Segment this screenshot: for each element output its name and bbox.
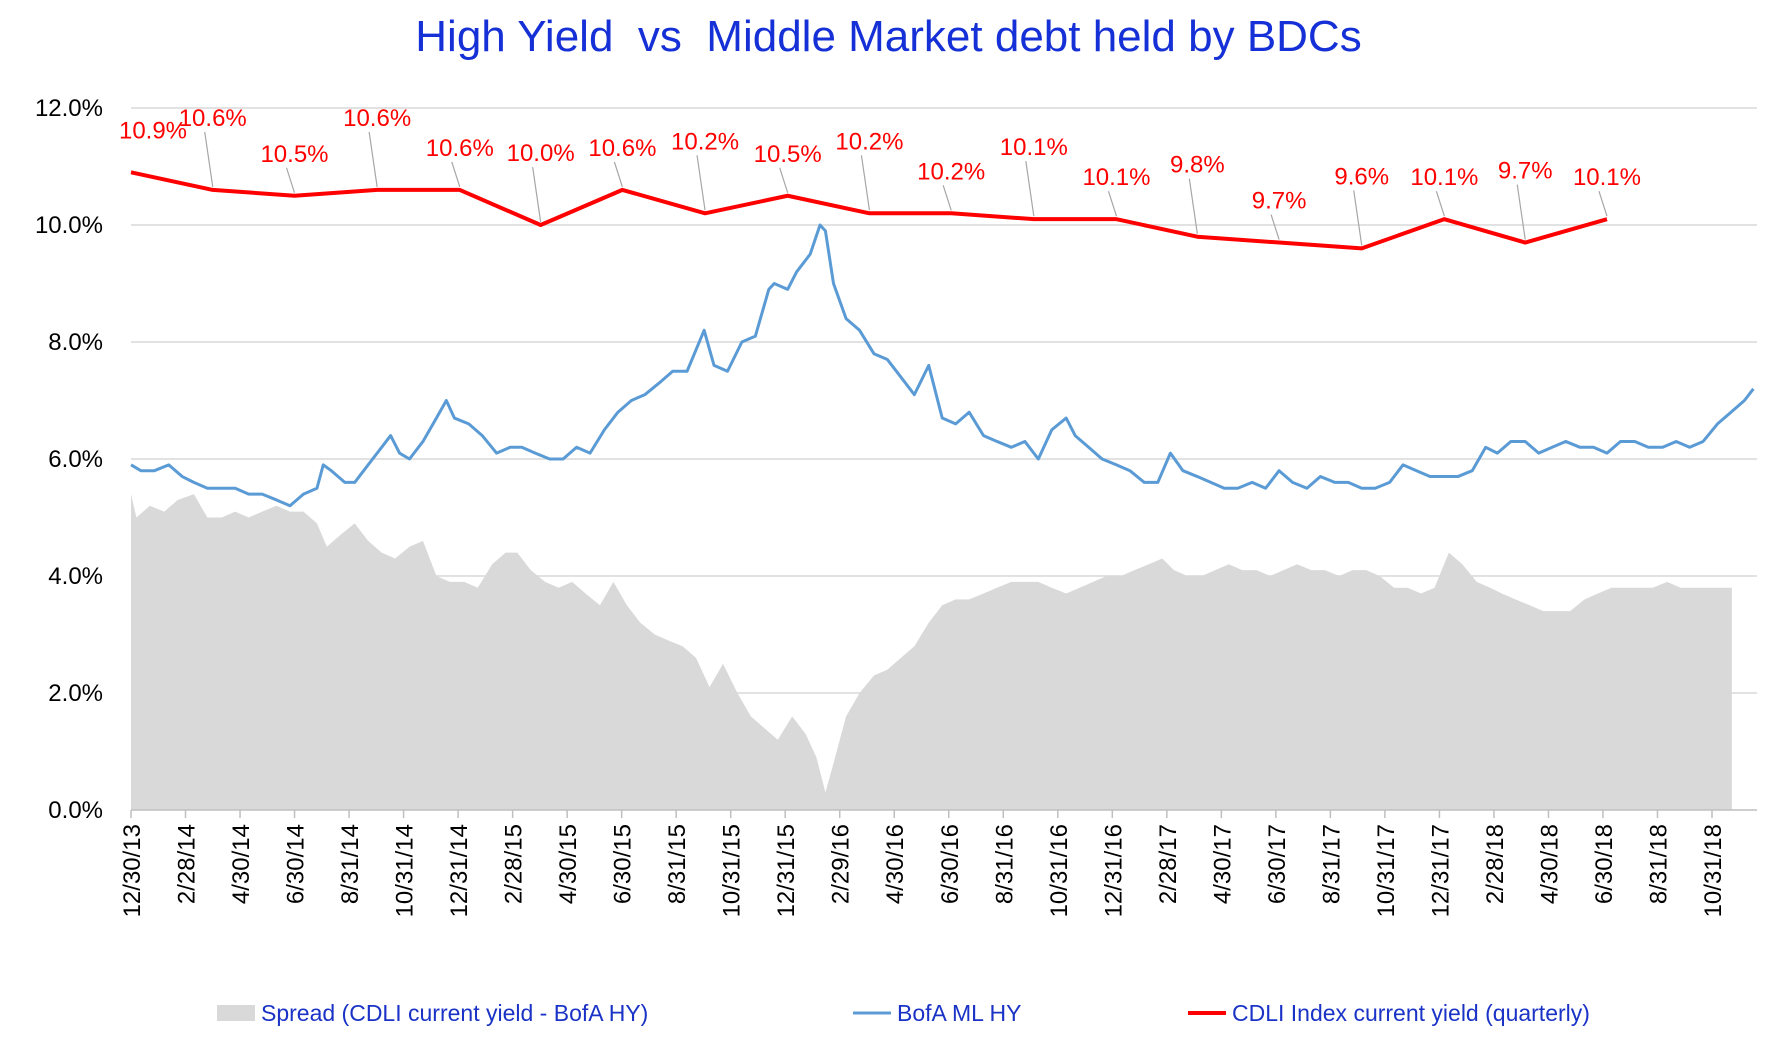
x-tick-label: 4/30/17: [1209, 824, 1236, 904]
x-tick-label: 6/30/16: [937, 824, 964, 904]
cdli-data-label: 10.1%: [1573, 164, 1641, 191]
legend-item-spread: Spread (CDLI current yield - BofA HY): [217, 1000, 648, 1026]
cdli-data-label: 10.9%: [119, 117, 187, 144]
data-label-leader: [1025, 161, 1035, 217]
x-tick-label: 4/30/14: [228, 824, 255, 904]
data-label-leader: [696, 155, 706, 211]
series-line-layer: [130, 170, 1755, 508]
x-tick-label: 4/30/16: [882, 824, 909, 904]
x-tick-label: 2/28/18: [1482, 824, 1509, 904]
cdli-data-label: 9.7%: [1498, 158, 1553, 185]
cdli-data-label: 10.1%: [1000, 134, 1068, 161]
legend: Spread (CDLI current yield - BofA HY) Bof…: [217, 1000, 1590, 1026]
x-tick-label: 6/30/14: [283, 824, 310, 904]
x-tick-label: 10/31/16: [1046, 824, 1073, 917]
x-tick-label: 12/31/15: [773, 824, 800, 917]
data-label-leader: [860, 155, 871, 211]
data-label-leader: [285, 167, 296, 193]
x-tick-label: 8/31/18: [1645, 824, 1672, 904]
cdli-data-label: 10.6%: [588, 135, 656, 162]
y-tick-label: 8.0%: [48, 329, 103, 356]
bofa-hy-line: [130, 223, 1755, 508]
y-tick-label: 12.0%: [35, 95, 103, 122]
cdli-data-label: 10.6%: [426, 135, 494, 162]
spread-area: [131, 494, 1732, 810]
x-tick-label: 6/30/15: [610, 824, 637, 904]
x-tick-label: 8/31/14: [337, 824, 364, 904]
x-tick-label: 2/28/14: [174, 824, 201, 904]
data-label-leader: [368, 131, 378, 187]
cdli-data-label: 10.5%: [754, 141, 822, 168]
x-tick-label: 6/30/17: [1264, 824, 1291, 904]
data-label-leader: [1270, 214, 1280, 240]
data-label-leader: [1107, 190, 1118, 217]
cdli-data-label: 10.2%: [671, 128, 739, 155]
cdli-data-label: 10.2%: [917, 158, 985, 185]
x-tick-label: 4/30/15: [555, 824, 582, 904]
y-tick-label: 4.0%: [48, 563, 103, 590]
cdli-data-label: 10.5%: [260, 141, 328, 168]
x-tick-label: 10/31/18: [1700, 824, 1727, 917]
x-tick-label: 8/31/15: [664, 824, 691, 904]
axis-layer: 0.0% 2.0% 4.0% 6.0% 8.0% 10.0% 12.0% 12/30/13 2/…: [35, 95, 1757, 917]
chart-title: High Yield vs Middle Market debt held by…: [415, 12, 1362, 61]
data-label-leader: [1353, 190, 1363, 246]
x-tick-label: 10/31/17: [1373, 824, 1400, 917]
x-tick-label: 6/30/18: [1591, 824, 1618, 904]
x-tick-label: 12/31/17: [1427, 824, 1454, 917]
y-tick-label: 6.0%: [48, 446, 103, 473]
data-label-leader: [1435, 190, 1445, 217]
cdli-data-label: 9.7%: [1252, 188, 1307, 215]
cdli-data-label: 10.2%: [835, 128, 903, 155]
data-label-leader: [451, 161, 461, 188]
y-tick-label: 2.0%: [48, 680, 103, 707]
data-label-leader: [532, 166, 542, 223]
x-tick-label: 4/30/18: [1536, 824, 1563, 904]
x-tick-label: 10/31/14: [392, 824, 419, 917]
cdli-data-label: 9.6%: [1334, 163, 1389, 190]
cdli-data-label: 10.1%: [1082, 164, 1150, 191]
data-label-leader: [204, 131, 214, 187]
cdli-data-label: 9.8%: [1170, 152, 1225, 179]
x-tick-label: 12/31/16: [1100, 824, 1127, 917]
cdli-data-label: 10.0%: [507, 140, 575, 167]
data-label-leader: [779, 167, 789, 193]
y-tick-label: 0.0%: [48, 797, 103, 824]
cdli-data-label: 10.1%: [1410, 164, 1478, 191]
cdli-yield-line: [130, 170, 1608, 251]
legend-item-bofa-hy: BofA ML HY: [853, 1000, 1021, 1026]
x-tick-label: 12/31/14: [446, 824, 473, 917]
data-label-leader: [1516, 184, 1526, 240]
data-label-layer: 10.9%10.6%10.5%10.6%10.6% 10.0% 10.6% 10.2%…: [119, 105, 1641, 246]
spread-area-layer: [131, 494, 1732, 810]
y-tick-label: 10.0%: [35, 212, 103, 239]
x-tick-label: 8/31/16: [991, 824, 1018, 904]
x-tick-label: 2/29/16: [828, 824, 855, 904]
x-tick-label: 12/30/13: [119, 824, 146, 917]
x-tick-label: 2/28/17: [1155, 824, 1182, 904]
x-tick-label: 10/31/15: [719, 824, 746, 917]
data-label-leader: [613, 161, 623, 188]
x-tick-label: 2/28/15: [501, 824, 528, 904]
legend-label: BofA ML HY: [897, 1000, 1021, 1026]
cdli-data-label: 10.6%: [343, 105, 411, 132]
data-label-leader: [1598, 190, 1608, 217]
legend-item-cdli: CDLI Index current yield (quarterly): [1188, 1000, 1590, 1026]
legend-label: CDLI Index current yield (quarterly): [1232, 1000, 1590, 1026]
legend-swatch-spread: [217, 1005, 255, 1021]
data-label-leader: [942, 185, 952, 211]
legend-label: Spread (CDLI current yield - BofA HY): [261, 1000, 648, 1026]
data-label-leader: [1188, 178, 1198, 234]
cdli-data-label: 10.6%: [179, 105, 247, 132]
x-tick-label: 8/31/17: [1318, 824, 1345, 904]
